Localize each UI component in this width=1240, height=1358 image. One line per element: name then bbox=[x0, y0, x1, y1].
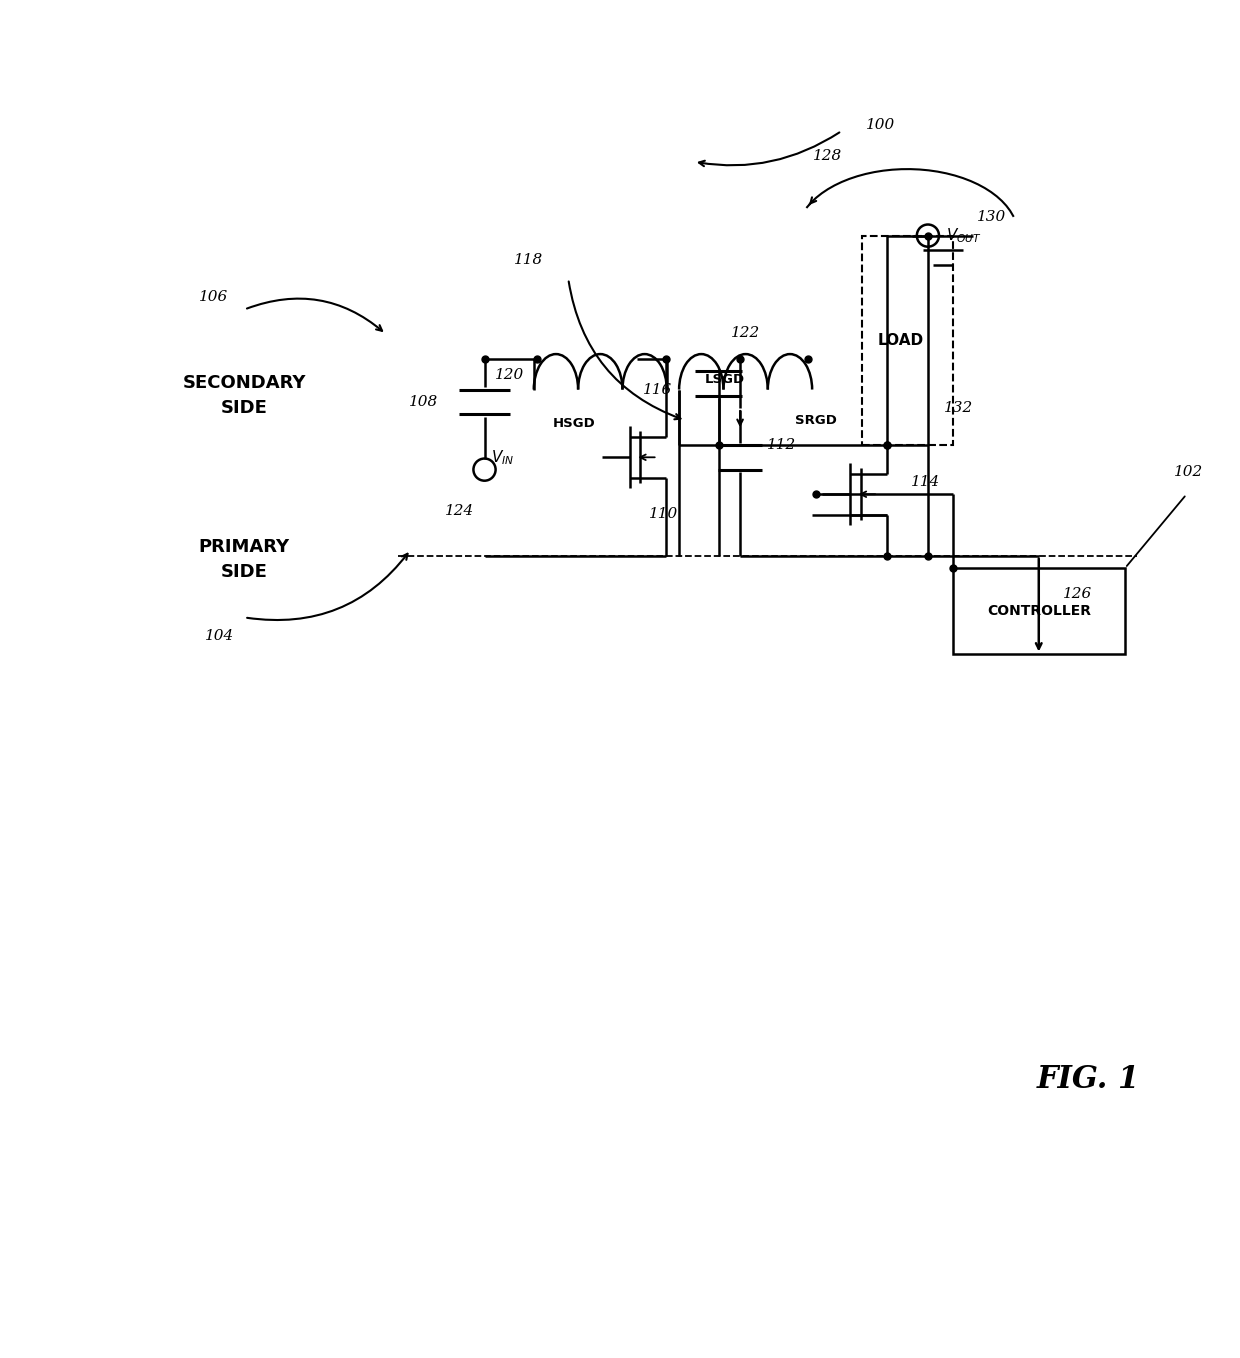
Text: $V_{IN}$: $V_{IN}$ bbox=[491, 448, 513, 467]
Text: LOAD: LOAD bbox=[878, 333, 924, 348]
Text: 110: 110 bbox=[649, 507, 678, 520]
Text: CONTROLLER: CONTROLLER bbox=[987, 604, 1091, 618]
Text: 100: 100 bbox=[867, 118, 895, 132]
Bar bbox=[952, 568, 1125, 655]
Text: 116: 116 bbox=[642, 383, 672, 397]
Text: 130: 130 bbox=[977, 210, 1007, 224]
Text: LSGD: LSGD bbox=[706, 373, 745, 386]
Text: 114: 114 bbox=[911, 475, 940, 489]
Text: 122: 122 bbox=[732, 326, 760, 341]
Text: 108: 108 bbox=[408, 395, 438, 409]
Text: FIG. 1: FIG. 1 bbox=[1037, 1063, 1140, 1095]
Text: SECONDARY
SIDE: SECONDARY SIDE bbox=[182, 375, 306, 417]
Text: 102: 102 bbox=[1174, 466, 1204, 479]
Text: 126: 126 bbox=[1064, 587, 1092, 600]
Text: 112: 112 bbox=[768, 439, 796, 452]
Text: $V_{OUT}$: $V_{OUT}$ bbox=[946, 227, 982, 244]
Text: 132: 132 bbox=[944, 401, 973, 416]
Text: 128: 128 bbox=[812, 148, 842, 163]
Text: 106: 106 bbox=[198, 291, 228, 304]
Text: SRGD: SRGD bbox=[795, 413, 837, 426]
Text: 120: 120 bbox=[495, 368, 525, 382]
Text: 118: 118 bbox=[515, 253, 543, 268]
Text: 104: 104 bbox=[205, 629, 234, 642]
Text: HSGD: HSGD bbox=[553, 417, 595, 430]
Text: PRIMARY
SIDE: PRIMARY SIDE bbox=[198, 538, 290, 581]
Text: 124: 124 bbox=[445, 504, 475, 519]
